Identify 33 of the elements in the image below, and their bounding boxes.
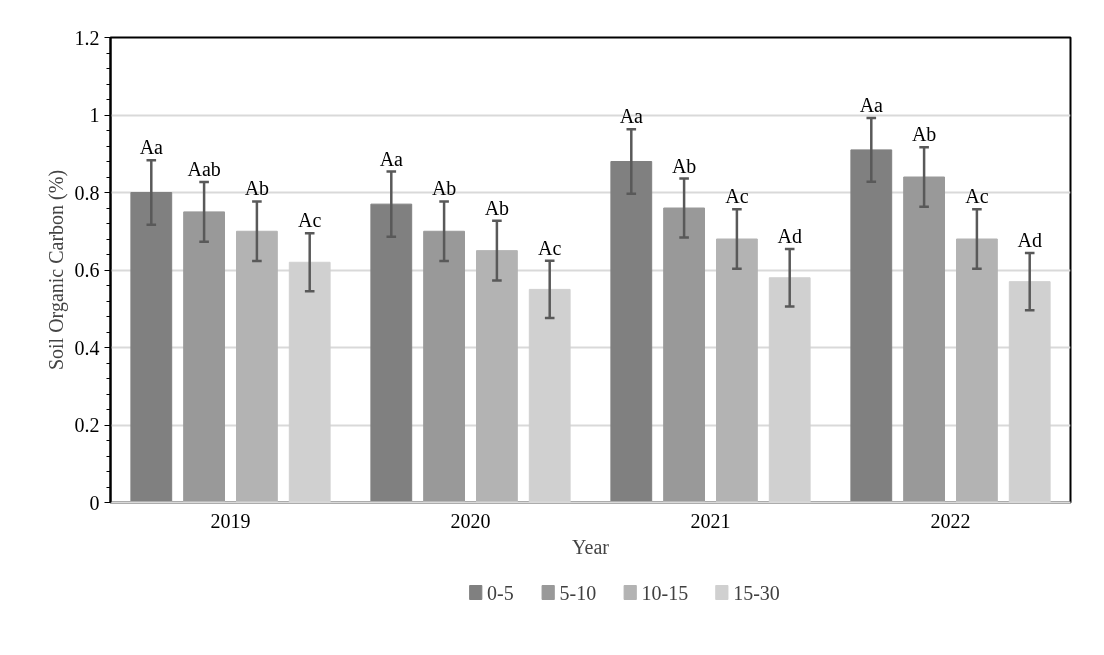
data-label: Aa <box>619 105 644 128</box>
data-label: Aa <box>859 94 884 117</box>
y-tick-label: 0.2 <box>74 414 100 436</box>
data-label: Ac <box>298 209 322 232</box>
legend-label: 5-10 <box>559 581 597 604</box>
data-label: Aa <box>379 147 404 170</box>
legend-label: 10-15 <box>641 581 689 604</box>
data-label: Ab <box>244 177 270 200</box>
data-label: Ac <box>965 185 989 208</box>
y-tick-label: 0.4 <box>74 336 100 359</box>
x-tick-label: 2021 <box>690 509 731 532</box>
data-label: Ab <box>671 154 697 177</box>
x-tick-label: 2022 <box>930 509 971 532</box>
y-tick-label: 0.6 <box>74 259 100 281</box>
data-label: Ab <box>911 123 937 146</box>
x-axis-title: Year <box>572 535 610 558</box>
data-label: Ac <box>538 236 562 259</box>
data-label: Ab <box>484 196 510 219</box>
y-tick-label: 1 <box>89 104 100 126</box>
y-tick-label: 0.8 <box>74 181 100 204</box>
y-tick-label: 1.2 <box>74 26 100 49</box>
data-label: Ad <box>777 225 802 248</box>
y-tick-label: 0 <box>89 491 100 514</box>
legend-label: 15-30 <box>733 581 780 604</box>
y-axis-title: Soil Organic Carbon (%) <box>44 169 68 371</box>
data-label: Aa <box>139 136 164 159</box>
data-label: Ac <box>725 185 749 208</box>
data-label: Aab <box>187 158 221 181</box>
data-label: Ad <box>1017 228 1042 251</box>
data-label: Ab <box>431 177 457 200</box>
legend-label: 0-5 <box>487 581 514 604</box>
x-tick-label: 2020 <box>450 509 491 532</box>
x-tick-label: 2019 <box>210 509 251 532</box>
